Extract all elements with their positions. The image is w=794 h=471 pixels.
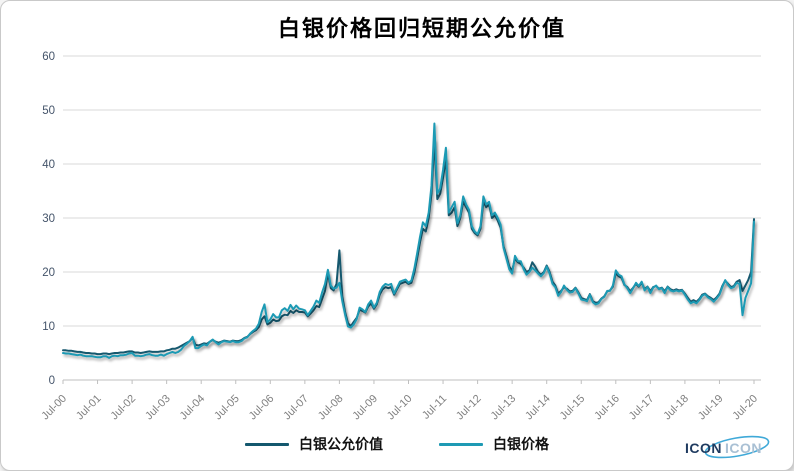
x-axis-label: Jul-11 — [420, 393, 449, 422]
y-axis-label: 0 — [49, 375, 55, 387]
series-line-fair-value — [62, 138, 755, 356]
x-axis-label: Jul-00 — [39, 393, 69, 423]
legend-swatch-price — [439, 442, 483, 446]
x-axis-label: Jul-02 — [109, 393, 139, 423]
series-line-price — [62, 122, 755, 359]
x-axis-label: Jul-14 — [523, 393, 553, 423]
y-axis-label: 10 — [42, 321, 55, 333]
x-axis-label: Jul-18 — [661, 393, 691, 423]
x-axis-label: Jul-04 — [178, 393, 208, 423]
x-axis-label: Jul-13 — [489, 393, 519, 423]
watermark-ellipse — [704, 435, 770, 459]
x-axis-label: Jul-07 — [281, 393, 311, 423]
y-axis-label: 30 — [42, 213, 55, 225]
legend-item-fair-value: 白银公允价值 — [245, 434, 383, 454]
x-axis-label: Jul-12 — [454, 393, 484, 423]
x-axis-label: Jul-10 — [385, 393, 415, 423]
x-axis-label: Jul-03 — [143, 393, 173, 423]
y-axis-label: 20 — [42, 267, 55, 279]
watermark-text-dark: ICON — [685, 440, 722, 456]
chart-legend: 白银公允价值 白银价格 — [1, 434, 793, 454]
legend-label-price: 白银价格 — [493, 438, 549, 453]
iconicon-watermark-logo: ICON ICON — [685, 435, 770, 459]
legend-swatch-fair-value — [245, 442, 289, 446]
y-axis-label: 40 — [42, 159, 55, 171]
y-axis-label: 60 — [42, 51, 55, 63]
x-axis-label: Jul-06 — [247, 393, 277, 423]
y-axis-label: 50 — [42, 105, 55, 117]
x-axis-label: Jul-08 — [316, 393, 346, 423]
x-axis-label: Jul-17 — [627, 393, 657, 423]
legend-label-fair-value: 白银公允价值 — [299, 438, 383, 453]
x-axis-label: Jul-09 — [350, 393, 380, 423]
x-axis-label: Jul-15 — [558, 393, 588, 423]
x-axis-label: Jul-19 — [696, 393, 726, 423]
x-axis-label: Jul-05 — [212, 393, 242, 423]
x-axis-label: Jul-01 — [74, 393, 104, 423]
chart-title: 白银价格回归短期公允价值 — [277, 16, 566, 41]
watermark-text-light: ICON — [725, 440, 762, 456]
legend-item-price: 白银价格 — [439, 434, 549, 454]
x-axis-label: Jul-16 — [592, 393, 622, 423]
x-axis-label: Jul-20 — [730, 393, 760, 423]
